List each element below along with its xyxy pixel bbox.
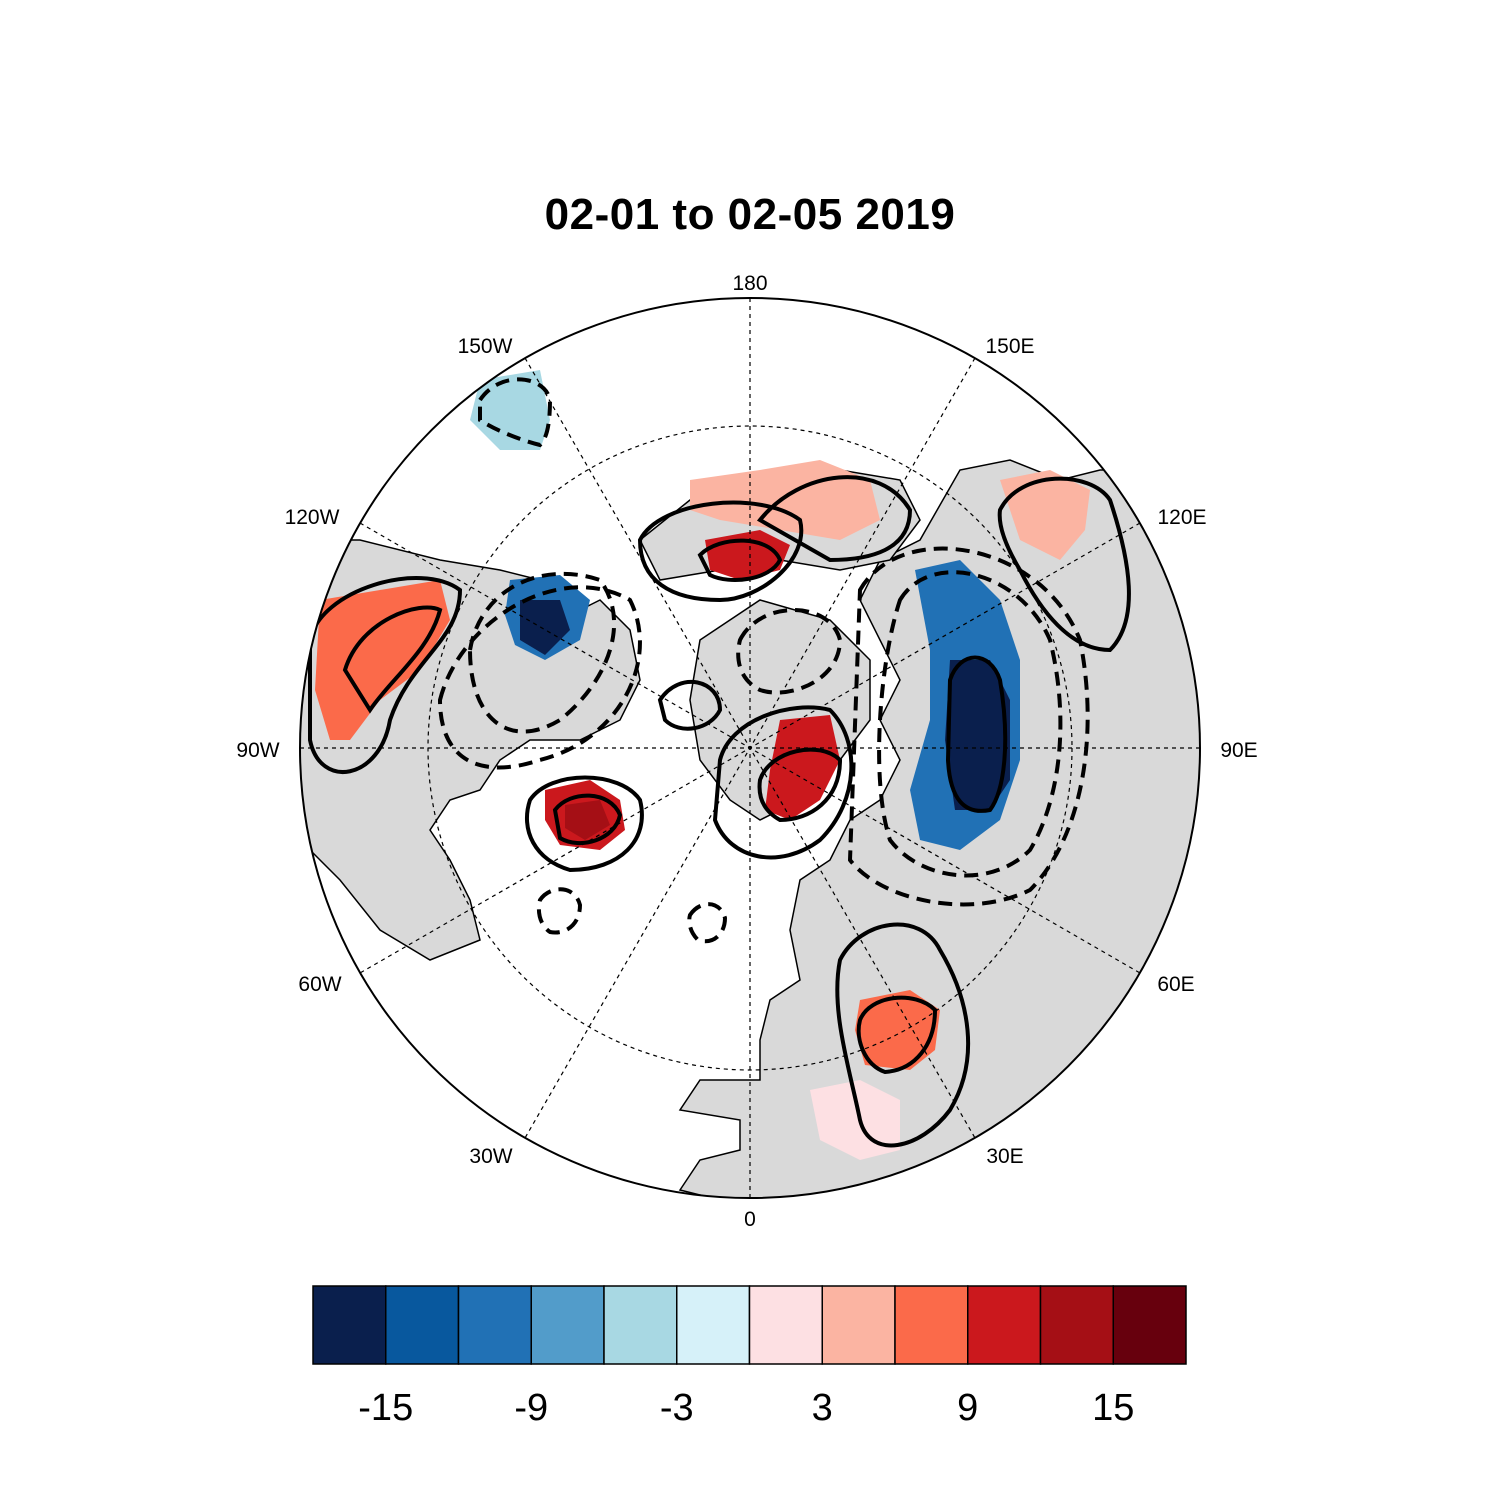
colorbar-segment (603, 1285, 678, 1365)
colorbar-labels: -15 -9 -3 3 9 15 (358, 1387, 1134, 1429)
colorbar-label: 9 (957, 1387, 978, 1429)
contour-positive (342, 605, 443, 714)
lon-label-30e: 30E (986, 1145, 1023, 1168)
anomaly-patch-pos (1000, 470, 1090, 560)
contour-positive (308, 576, 463, 775)
colorbar-segment (1112, 1285, 1187, 1365)
contour-negative (478, 377, 553, 448)
lon-label-120e: 120E (1157, 506, 1206, 529)
colorbar-label: -9 (514, 1387, 548, 1429)
anomaly-patch-pos (810, 1080, 900, 1160)
lon-label-90e: 90E (1220, 739, 1257, 762)
anomaly-patch-pos (565, 800, 610, 840)
contour-positive (712, 705, 854, 860)
contour-negative (687, 902, 728, 944)
anomaly-patch-pos (765, 715, 840, 820)
colorbar-segment (1039, 1285, 1114, 1365)
lon-label-30w: 30W (469, 1145, 512, 1168)
colorbar-segment (530, 1285, 605, 1365)
anomaly-shading (315, 370, 1090, 1160)
meridian-120e-60w (359, 522, 1141, 974)
contour-positive (997, 476, 1131, 653)
contour-positive (637, 500, 804, 603)
contour-positive (856, 995, 938, 1075)
colorbar (312, 1285, 1187, 1365)
contour-positive (524, 775, 644, 873)
colorbar-segment (385, 1285, 460, 1365)
lon-label-120w: 120W (285, 506, 340, 529)
colorbar-label: 3 (812, 1387, 833, 1429)
colorbar-label: 15 (1092, 1387, 1134, 1429)
contour-negative (736, 608, 843, 695)
lon-label-150w: 150W (458, 335, 513, 358)
colorbar-segment (748, 1285, 823, 1365)
contour-lines (308, 377, 1131, 1148)
lon-label-60e: 60E (1157, 973, 1194, 996)
colorbar-segment (967, 1285, 1042, 1365)
anomaly-patch-neg (520, 600, 570, 655)
contour-positive (757, 747, 843, 823)
contour-positive (945, 655, 1008, 813)
longitude-labels: 180 150W 150E 120W 120E 90W 90E 60W 60E … (236, 272, 1257, 1231)
contour-negative (877, 570, 1063, 878)
contour-negative (467, 571, 616, 734)
anomaly-patch-pos (855, 990, 940, 1070)
contour-negative (847, 546, 1090, 907)
colorbar-segment (821, 1285, 896, 1365)
colorbar-label: -3 (660, 1387, 694, 1429)
anomaly-patch-neg (470, 370, 550, 450)
lon-label-0: 0 (744, 1208, 756, 1231)
colorbar-segment (457, 1285, 532, 1365)
contour-positive (756, 475, 913, 563)
colorbar-segment (676, 1285, 751, 1365)
anomaly-patch-neg (945, 660, 1010, 810)
contour-positive (552, 793, 623, 846)
lon-label-180: 180 (732, 272, 767, 295)
lon-label-90w: 90W (236, 739, 279, 762)
colorbar-label: -15 (358, 1387, 413, 1429)
contour-positive (697, 538, 783, 582)
contour-negative (536, 887, 583, 935)
map-boundary (299, 297, 1201, 1199)
colorbar-segment (312, 1285, 387, 1365)
contour-negative (437, 585, 642, 770)
contour-positive (657, 680, 723, 731)
map-title: 02-01 to 02-05 2019 (544, 190, 956, 239)
polar-stereographic-map (300, 298, 1200, 1198)
colorbar-segment (894, 1285, 969, 1365)
contour-positive (835, 922, 971, 1148)
lon-label-150e: 150E (985, 335, 1034, 358)
graticule (300, 298, 1200, 1198)
lon-label-60w: 60W (298, 973, 341, 996)
anomaly-patch-pos (315, 580, 450, 740)
